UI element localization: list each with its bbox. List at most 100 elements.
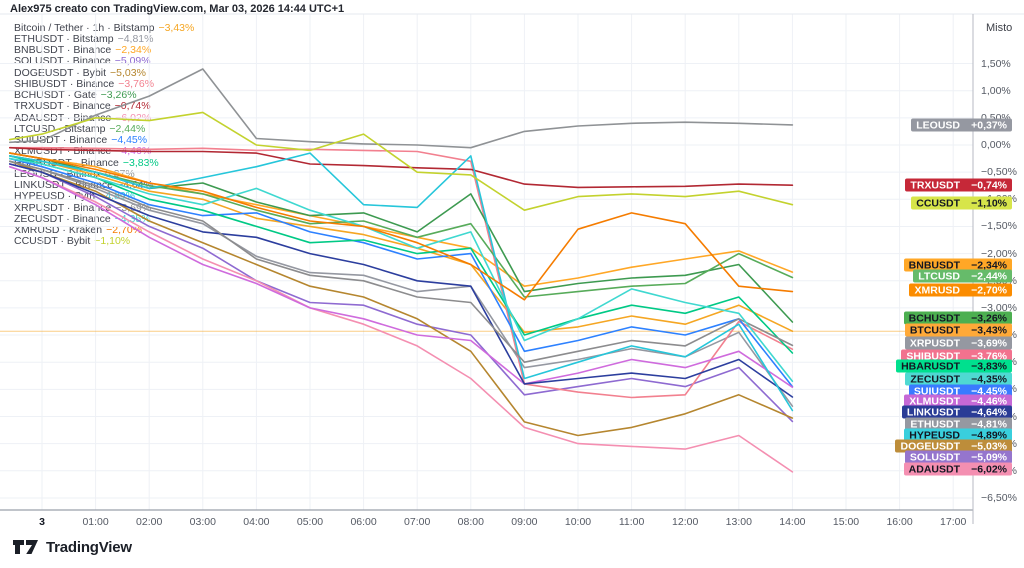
series-line-btcusdt[interactable] bbox=[9, 155, 794, 334]
series-line-linkusdt[interactable] bbox=[9, 163, 794, 398]
series-line-ethusdt[interactable] bbox=[9, 160, 794, 408]
price-label-value: −3,69% bbox=[971, 337, 1007, 349]
price-label-bnbusdt[interactable]: BNBUSDT −2,34% bbox=[903, 258, 1012, 272]
series-line-xmrusd[interactable] bbox=[9, 152, 794, 301]
price-label-ccusdt[interactable]: CCUSDT −1,10% bbox=[911, 196, 1012, 210]
time-axis-label: 13:00 bbox=[725, 516, 752, 528]
price-label-xlmusdt[interactable]: XLMUSDT −4,46% bbox=[904, 394, 1012, 408]
series-line-adausdt[interactable] bbox=[9, 165, 794, 473]
price-label-ethusdt[interactable]: ETHUSDT −4,81% bbox=[905, 417, 1012, 431]
legend-symbol-title: BNBUSDT · Binance bbox=[14, 44, 112, 56]
legend-change-value: −4,89% bbox=[99, 190, 136, 203]
price-scale-mode-label: Misto bbox=[986, 22, 1013, 34]
price-label-btcusdt[interactable]: BTCUSDT −3,43% bbox=[904, 323, 1012, 337]
legend-row-11[interactable]: SUIUSDT · Binance −4,45% bbox=[14, 135, 147, 146]
legend-row-19[interactable]: XMRUSD · Kraken −2,70% bbox=[14, 225, 142, 236]
series-line-ltcusd[interactable] bbox=[9, 155, 794, 298]
price-label-symbol: LTCUSD bbox=[918, 270, 960, 282]
legend-symbol-title: XRPUSDT · Binance bbox=[14, 201, 112, 214]
price-label-xmrusd[interactable]: XMRUSD −2,70% bbox=[909, 283, 1012, 297]
price-label-value: −3,26% bbox=[971, 312, 1007, 324]
price-label-value: −4,89% bbox=[971, 429, 1007, 441]
price-label-trxusdt[interactable]: TRXUSDT −0,74% bbox=[905, 178, 1012, 192]
legend-change-value: −3,69% bbox=[115, 201, 152, 214]
legend-change-value: −3,83% bbox=[122, 156, 159, 169]
legend-row-1[interactable]: Bitcoin / Tether · 1h · Bitstamp −3,43% bbox=[14, 22, 194, 34]
time-axis-label: 07:00 bbox=[404, 516, 431, 528]
series-line-ccusdt[interactable] bbox=[9, 111, 794, 211]
legend-row-5[interactable]: DOGEUSDT · Bybit −5,03% bbox=[14, 67, 146, 79]
legend-row-18[interactable]: ZECUSDT · Binance −4,35% bbox=[14, 213, 151, 225]
legend-symbol-title: ETHUSDT · Bitstamp bbox=[14, 32, 114, 45]
time-axis-label: 08:00 bbox=[457, 516, 484, 528]
price-label-linkusdt[interactable]: LINKUSDT −4,64% bbox=[901, 405, 1012, 419]
series-line-xlmusdt[interactable] bbox=[9, 165, 794, 389]
legend-row-2[interactable]: ETHUSDT · Bitstamp −4,81% bbox=[14, 32, 153, 45]
legend-symbol-title: XLMUSDT · Binance bbox=[14, 145, 112, 158]
price-label-ltcusd[interactable]: LTCUSD −2,44% bbox=[913, 269, 1012, 283]
price-label-value: −1,10% bbox=[971, 197, 1007, 209]
legend-change-value: −4,45% bbox=[111, 134, 148, 146]
price-tick-label: 1,00% bbox=[981, 84, 1011, 97]
series-line-hypeusd[interactable] bbox=[9, 152, 794, 412]
series-line-dogeusdt[interactable] bbox=[9, 160, 794, 437]
legend-symbol-title: SUIUSDT · Binance bbox=[14, 134, 108, 146]
price-label-symbol: LINKUSDT bbox=[906, 406, 960, 418]
series-line-zecusdt[interactable] bbox=[9, 157, 794, 383]
legend-row-4[interactable]: SOLUSDT · Binance −5,09% bbox=[14, 56, 151, 67]
price-tick-label: −6,50% bbox=[981, 491, 1017, 504]
legend-change-value: −0,74% bbox=[114, 100, 151, 113]
legend-row-8[interactable]: TRXUSDT · Binance −0,74% bbox=[14, 101, 151, 112]
price-label-value: −3,43% bbox=[971, 324, 1007, 336]
legend-row-15[interactable]: LINKUSDT · Binance −4,64% bbox=[14, 180, 153, 191]
legend-row-20[interactable]: CCUSDT · Bybit −1,10% bbox=[14, 236, 130, 247]
price-label-symbol: ADAUSDT bbox=[908, 463, 960, 475]
series-line-bnbusdt[interactable] bbox=[9, 152, 794, 288]
series-line-xrpusdt[interactable] bbox=[9, 160, 794, 364]
price-tick-label: 1,50% bbox=[981, 57, 1011, 70]
price-label-value: −3,83% bbox=[971, 360, 1007, 372]
time-axis-label: 10:00 bbox=[564, 516, 592, 528]
series-line-suiusdt[interactable] bbox=[9, 157, 794, 388]
price-label-leousd[interactable]: LEOUSD +0,37% bbox=[911, 118, 1012, 132]
price-label-symbol: ZECUSDT bbox=[910, 373, 960, 385]
price-label-hypeusd[interactable]: HYPEUSD −4,89% bbox=[904, 428, 1012, 442]
price-label-value: −4,46% bbox=[971, 395, 1007, 407]
price-label-zecusdt[interactable]: ZECUSDT −4,35% bbox=[905, 372, 1012, 386]
price-label-suiusdt[interactable]: SUIUSDT −4,45% bbox=[908, 384, 1012, 398]
tradingview-logo-icon bbox=[13, 540, 38, 554]
price-label-solusdt[interactable]: SOLUSDT −5,09% bbox=[904, 450, 1012, 464]
price-label-adausdt[interactable]: ADAUSDT −6,02% bbox=[903, 462, 1012, 476]
price-label-symbol: BNBUSDT bbox=[908, 259, 960, 271]
series-line-shibusdt[interactable] bbox=[9, 146, 794, 399]
legend-change-value: −5,09% bbox=[114, 55, 151, 68]
price-tick-label: −2,00% bbox=[981, 247, 1017, 260]
series-line-solusdt[interactable] bbox=[9, 163, 794, 423]
legend-row-3[interactable]: BNBUSDT · Binance −2,34% bbox=[14, 45, 151, 56]
time-axis-label: 05:00 bbox=[296, 516, 324, 528]
series-line-hbarusdt[interactable] bbox=[9, 155, 794, 354]
time-axis-label: 3 bbox=[39, 516, 45, 528]
legend-row-6[interactable]: SHIBUSDT · Binance −3,76% bbox=[14, 78, 154, 90]
price-label-shibusdt[interactable]: SHIBUSDT −3,76% bbox=[901, 349, 1012, 363]
price-label-value: −0,74% bbox=[971, 179, 1007, 191]
series-line-trxusdt[interactable] bbox=[9, 146, 794, 189]
price-label-symbol: TRXUSDT bbox=[910, 179, 960, 191]
price-label-bchusdt[interactable]: BCHUSDT −3,26% bbox=[903, 311, 1012, 325]
price-tick-label: −3,00% bbox=[981, 301, 1017, 314]
price-label-dogeusdt[interactable]: DOGEUSDT −5,03% bbox=[895, 439, 1012, 453]
price-label-value: −2,44% bbox=[971, 270, 1007, 282]
price-label-xrpusdt[interactable]: XRPUSDT −3,69% bbox=[904, 336, 1012, 350]
legend-change-value: −3,26% bbox=[100, 89, 137, 101]
price-label-symbol: XMRUSD bbox=[914, 284, 960, 296]
legend-row-17[interactable]: XRPUSDT · Binance −3,69% bbox=[14, 201, 152, 214]
price-tick-label: −0,50% bbox=[981, 166, 1017, 179]
legend-row-7[interactable]: BCHUSDT · Gate −3,26% bbox=[14, 90, 137, 101]
price-label-hbarusdt[interactable]: HBARUSDT −3,83% bbox=[896, 359, 1012, 373]
price-label-value: −4,81% bbox=[971, 418, 1007, 430]
legend-row-16[interactable]: HYPEUSD · Pyth −4,89% bbox=[14, 191, 135, 202]
series-line-leousd[interactable] bbox=[9, 68, 794, 149]
tradingview-logo[interactable]: TradingView bbox=[12, 536, 132, 558]
price-label-symbol: HYPEUSD bbox=[909, 429, 960, 441]
